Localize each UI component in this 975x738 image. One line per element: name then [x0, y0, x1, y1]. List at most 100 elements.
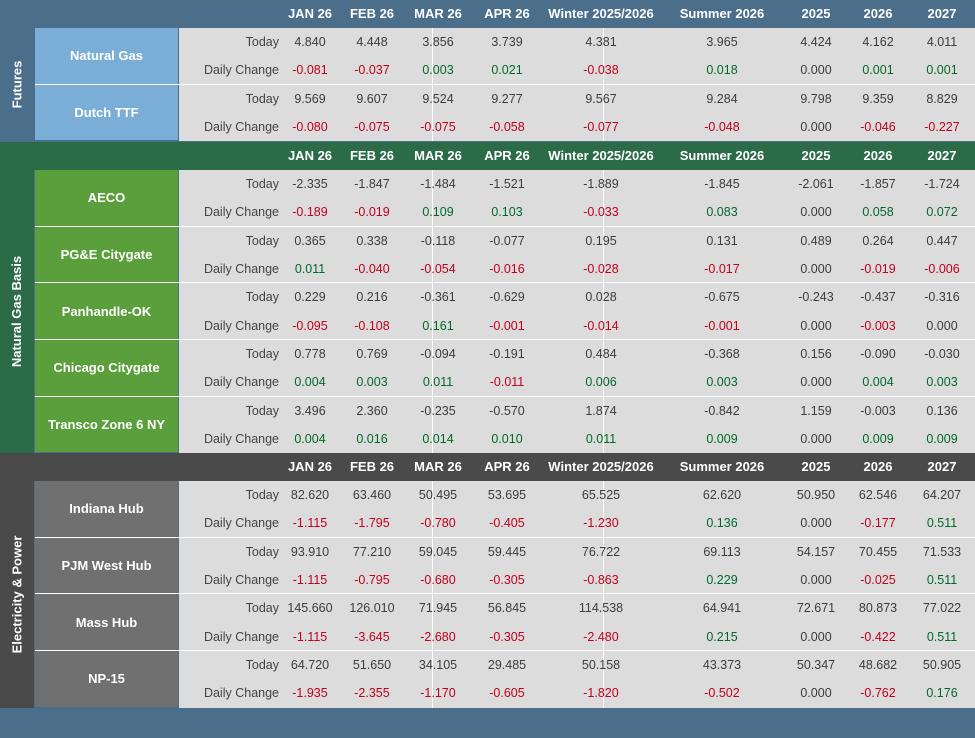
change-value: -0.780 [420, 516, 456, 531]
column-header: 2025 [801, 459, 831, 474]
column-header: 2025 [801, 6, 831, 21]
change-value: 0.011 [585, 432, 617, 447]
change-value: 0.511 [926, 573, 958, 587]
row-label: Daily Change [203, 318, 279, 333]
today-value: -0.243 [798, 290, 834, 305]
change-value: 0.000 [926, 318, 958, 333]
today-value: 50.950 [796, 488, 836, 502]
today-row: Today 64.720 51.650 34.105 29.485 50.158 43.37… [179, 651, 975, 679]
row-label: Daily Change [203, 375, 279, 390]
change-value: -0.502 [704, 686, 740, 701]
change-value: -0.075 [420, 120, 456, 134]
today-value: 9.798 [800, 91, 832, 106]
today-value: 59.045 [418, 544, 458, 559]
today-value: -0.570 [489, 403, 525, 418]
today-value: 1.159 [800, 403, 832, 418]
today-value: 3.856 [422, 35, 454, 49]
change-value: 0.136 [706, 516, 738, 531]
change-value: 0.000 [800, 375, 832, 390]
change-value: -2.680 [420, 629, 456, 644]
change-value: -0.177 [860, 516, 896, 531]
today-value: -1.484 [420, 177, 456, 191]
column-header: APR 26 [484, 148, 530, 163]
today-value: 0.264 [862, 233, 894, 248]
today-value: 9.567 [585, 91, 617, 106]
change-value: 0.229 [706, 573, 738, 587]
change-value: -0.405 [489, 516, 525, 531]
change-value: -0.046 [860, 120, 896, 134]
market-separator [35, 395, 975, 397]
today-value: 0.778 [294, 347, 326, 362]
market-name: Mass Hub [35, 594, 178, 651]
market-separator [35, 339, 975, 341]
today-value: 4.448 [356, 35, 388, 49]
change-value: -0.054 [420, 262, 456, 276]
change-value: 0.003 [356, 375, 388, 390]
change-value: 0.000 [800, 686, 832, 701]
daily-change-row: Daily Change -1.115 -0.795 -0.680 -0.305 -0.8… [179, 566, 975, 594]
column-header: JAN 26 [287, 148, 333, 163]
change-value: 0.011 [294, 262, 326, 276]
change-value: 0.018 [706, 63, 738, 78]
change-value: 0.009 [926, 432, 958, 447]
today-value: -0.191 [489, 347, 525, 362]
column-header: 2027 [927, 148, 957, 163]
today-value: 64.207 [922, 488, 962, 502]
section-label: Natural Gas Basis [0, 170, 34, 454]
row-label: Today [245, 403, 279, 418]
change-value: -1.115 [292, 629, 328, 644]
column-header: FEB 26 [349, 6, 395, 21]
vsep-before-2025 [603, 28, 604, 142]
row-label: Today [245, 544, 279, 559]
change-value: -0.605 [489, 686, 525, 701]
change-value: -0.001 [704, 318, 740, 333]
change-value: 0.004 [862, 375, 894, 390]
change-value: -0.189 [292, 205, 328, 220]
today-value: 93.910 [290, 544, 330, 559]
today-value: -0.090 [860, 347, 896, 362]
today-value: 82.620 [290, 488, 330, 502]
change-value: 0.021 [491, 63, 523, 78]
change-value: 0.215 [706, 629, 738, 644]
row-label: Daily Change [203, 205, 279, 220]
today-value: 0.216 [356, 290, 388, 305]
today-value: -2.061 [798, 177, 834, 191]
today-value: 51.650 [352, 658, 392, 673]
daily-change-row: Daily Change 0.004 0.003 0.011 -0.011 0.006 0.… [179, 368, 975, 396]
column-header: APR 26 [484, 6, 530, 21]
today-value: 0.229 [294, 290, 326, 305]
today-value: 71.945 [418, 601, 458, 616]
vsep-before-2025 [603, 170, 604, 454]
column-header: MAR 26 [414, 148, 462, 163]
today-value: 0.136 [926, 403, 958, 418]
change-value: -1.820 [583, 686, 619, 701]
change-value: 0.003 [422, 63, 454, 78]
vsep-after-apr [432, 28, 433, 142]
change-value: 0.001 [926, 63, 958, 78]
today-value: 0.156 [800, 347, 832, 362]
market-separator [35, 650, 975, 652]
today-value: 34.105 [418, 658, 458, 673]
change-value: -1.115 [292, 573, 328, 587]
today-row: Today 93.910 77.210 59.045 59.445 76.722 69.11… [179, 538, 975, 566]
column-header: Summer 2026 [679, 6, 765, 21]
change-value: -0.025 [860, 573, 896, 587]
vsep-after-apr [432, 481, 433, 708]
change-value: 0.004 [294, 432, 326, 447]
today-value: -1.857 [860, 177, 896, 191]
change-value: -0.095 [292, 318, 328, 333]
today-value: 0.489 [800, 233, 832, 248]
row-label: Daily Change [203, 262, 279, 276]
row-label: Today [245, 347, 279, 362]
today-value: 3.739 [491, 35, 523, 49]
column-header: APR 26 [484, 459, 530, 474]
today-value: 50.347 [796, 658, 836, 673]
row-label: Daily Change [203, 573, 279, 587]
today-value: 43.373 [702, 658, 742, 673]
today-row: Today -2.335 -1.847 -1.484 -1.521 -1.889 -1.84… [179, 170, 975, 198]
row-label: Daily Change [203, 120, 279, 134]
daily-change-row: Daily Change 0.004 0.016 0.014 0.010 0.011 0.0… [179, 425, 975, 453]
today-value: 0.365 [294, 233, 326, 248]
change-value: -0.422 [860, 629, 896, 644]
change-value: 0.161 [422, 318, 454, 333]
